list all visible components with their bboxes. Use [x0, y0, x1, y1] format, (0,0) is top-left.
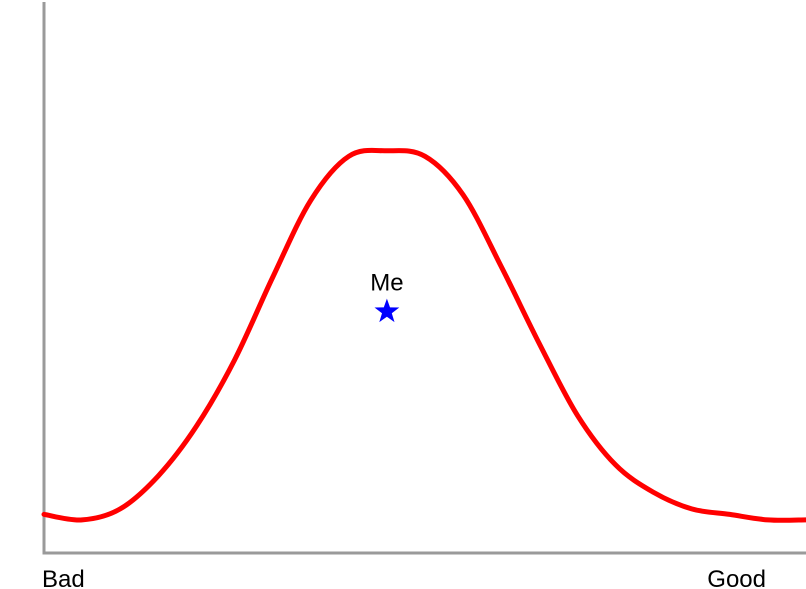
me-star-marker: [374, 298, 400, 323]
me-annotation-label: Me: [370, 270, 403, 297]
x-tick-label-bad: Bad: [42, 566, 85, 589]
x-tick-label-good: Good: [707, 566, 766, 589]
distribution-curve: [41, 147, 806, 523]
